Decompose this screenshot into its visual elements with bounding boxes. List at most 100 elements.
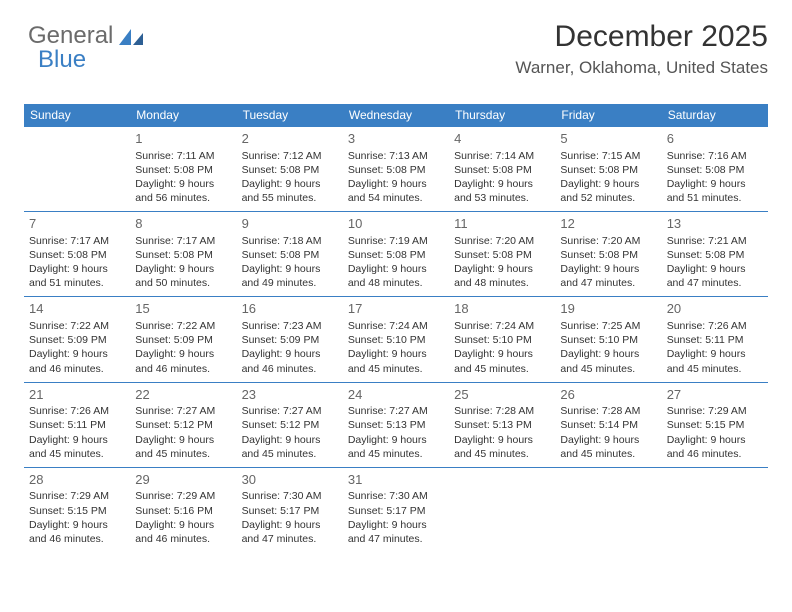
- daylight1-text: Daylight: 9 hours: [135, 177, 231, 191]
- day-cell: 15Sunrise: 7:22 AMSunset: 5:09 PMDayligh…: [130, 297, 236, 382]
- sunset-text: Sunset: 5:09 PM: [135, 333, 231, 347]
- sunrise-text: Sunrise: 7:14 AM: [454, 149, 550, 163]
- day-number: 28: [29, 471, 125, 489]
- daylight2-text: and 47 minutes.: [242, 532, 338, 546]
- week-row: 7Sunrise: 7:17 AM Sunset: 5:08 PM Daylight…: [24, 212, 768, 297]
- day-number: 7: [29, 215, 125, 233]
- day-number: 26: [560, 386, 656, 404]
- sunrise-text: Sunrise: 7:29 AM: [135, 489, 231, 503]
- day-cell: 20Sunrise: 7:26 AMSunset: 5:11 PMDayligh…: [662, 297, 768, 382]
- day-number: 6: [667, 130, 763, 148]
- daylight1-text: Daylight: 9 hours: [29, 262, 125, 276]
- sunset-text: Sunset: 5:08 PM: [454, 163, 550, 177]
- daylight2-text: and 46 minutes.: [135, 532, 231, 546]
- sunrise-text: Sunrise: 7:12 AM: [242, 149, 338, 163]
- day-number: 22: [135, 386, 231, 404]
- calendar-header-row: SundayMondayTuesdayWednesdayThursdayFrid…: [24, 104, 768, 127]
- sunrise-text: Sunrise: 7:30 AM: [348, 489, 444, 503]
- day-cell: 6Sunrise: 7:16 AMSunset: 5:08 PMDaylight…: [662, 127, 768, 212]
- sunrise-text: Sunrise: 7:11 AM: [135, 149, 231, 163]
- sunrise-text: Sunrise: 7:16 AM: [667, 149, 763, 163]
- daylight2-text: and 47 minutes.: [348, 532, 444, 546]
- day-cell: 4Sunrise: 7:14 AMSunset: 5:08 PMDaylight…: [449, 127, 555, 212]
- sunset-text: Sunset: 5:15 PM: [29, 504, 125, 518]
- day-number: 11: [454, 215, 550, 233]
- sunset-text: Sunset: 5:10 PM: [454, 333, 550, 347]
- week-row: 28 Sunrise: 7:29 AM Sunset: 5:15 PM Dayligh…: [24, 467, 768, 552]
- daylight1-text: Daylight: 9 hours: [135, 262, 231, 276]
- daylight2-text: and 52 minutes.: [560, 191, 656, 205]
- daylight1-text: Daylight: 9 hours: [135, 518, 231, 532]
- day-number: 31: [348, 471, 444, 489]
- week-row: 1Sunrise: 7:11 AMSunset: 5:08 PMDaylight…: [24, 127, 768, 212]
- sunrise-text: Sunrise: 7:21 AM: [667, 234, 763, 248]
- sunset-text: Sunset: 5:12 PM: [242, 418, 338, 432]
- sunrise-text: Sunrise: 7:17 AM: [29, 234, 125, 248]
- sunrise-text: Sunrise: 7:22 AM: [135, 319, 231, 333]
- sunset-text: Sunset: 5:08 PM: [348, 248, 444, 262]
- sunset-text: Sunset: 5:08 PM: [242, 163, 338, 177]
- daylight1-text: Daylight: 9 hours: [560, 347, 656, 361]
- daylight2-text: and 48 minutes.: [454, 276, 550, 290]
- day-cell: 2Sunrise: 7:12 AMSunset: 5:08 PMDaylight…: [237, 127, 343, 212]
- daylight1-text: Daylight: 9 hours: [135, 433, 231, 447]
- day-cell: [24, 127, 130, 212]
- sunrise-text: Sunrise: 7:22 AM: [29, 319, 125, 333]
- sunset-text: Sunset: 5:09 PM: [29, 333, 125, 347]
- sunrise-text: Sunrise: 7:27 AM: [135, 404, 231, 418]
- daylight1-text: Daylight: 9 hours: [667, 433, 763, 447]
- sunrise-text: Sunrise: 7:15 AM: [560, 149, 656, 163]
- sunrise-text: Sunrise: 7:27 AM: [348, 404, 444, 418]
- day-cell: [449, 467, 555, 552]
- day-number: 24: [348, 386, 444, 404]
- sunrise-text: Sunrise: 7:28 AM: [560, 404, 656, 418]
- day-number: 20: [667, 300, 763, 318]
- sunset-text: Sunset: 5:09 PM: [242, 333, 338, 347]
- sunrise-text: Sunrise: 7:30 AM: [242, 489, 338, 503]
- day-number: 25: [454, 386, 550, 404]
- daylight1-text: Daylight: 9 hours: [454, 347, 550, 361]
- column-header: Saturday: [662, 104, 768, 127]
- daylight1-text: Daylight: 9 hours: [348, 347, 444, 361]
- sunset-text: Sunset: 5:08 PM: [348, 163, 444, 177]
- daylight2-text: and 53 minutes.: [454, 191, 550, 205]
- day-number: 10: [348, 215, 444, 233]
- sunset-text: Sunset: 5:08 PM: [560, 163, 656, 177]
- week-row: 21Sunrise: 7:26 AMSunset: 5:11 PMDayligh…: [24, 382, 768, 467]
- daylight2-text: and 45 minutes.: [348, 447, 444, 461]
- column-header: Thursday: [449, 104, 555, 127]
- sunset-text: Sunset: 5:16 PM: [135, 504, 231, 518]
- day-cell: 30Sunrise: 7:30 AMSunset: 5:17 PMDayligh…: [237, 467, 343, 552]
- daylight2-text: and 45 minutes.: [667, 362, 763, 376]
- day-number: 2: [242, 130, 338, 148]
- daylight1-text: Daylight: 9 hours: [348, 433, 444, 447]
- daylight2-text: and 48 minutes.: [348, 276, 444, 290]
- sunrise-text: Sunrise: 7:26 AM: [29, 404, 125, 418]
- day-cell: 3Sunrise: 7:13 AMSunset: 5:08 PMDaylight…: [343, 127, 449, 212]
- week-row: 14Sunrise: 7:22 AMSunset: 5:09 PMDayligh…: [24, 297, 768, 382]
- sunset-text: Sunset: 5:08 PM: [242, 248, 338, 262]
- day-cell: 13Sunrise: 7:21 AMSunset: 5:08 PMDayligh…: [662, 212, 768, 297]
- day-cell: [662, 467, 768, 552]
- sunset-text: Sunset: 5:08 PM: [560, 248, 656, 262]
- day-cell: 22Sunrise: 7:27 AMSunset: 5:12 PMDayligh…: [130, 382, 236, 467]
- day-number: 27: [667, 386, 763, 404]
- daylight1-text: Daylight: 9 hours: [667, 262, 763, 276]
- day-number: 30: [242, 471, 338, 489]
- daylight2-text: and 50 minutes.: [135, 276, 231, 290]
- day-number: 5: [560, 130, 656, 148]
- day-cell: 1Sunrise: 7:11 AMSunset: 5:08 PMDaylight…: [130, 127, 236, 212]
- column-header: Wednesday: [343, 104, 449, 127]
- day-number: 29: [135, 471, 231, 489]
- daylight2-text: and 51 minutes.: [29, 276, 125, 290]
- header: December 2025 Warner, Oklahoma, United S…: [515, 20, 768, 78]
- day-cell: 16Sunrise: 7:23 AMSunset: 5:09 PMDayligh…: [237, 297, 343, 382]
- sunset-text: Sunset: 5:11 PM: [667, 333, 763, 347]
- daylight1-text: Daylight: 9 hours: [242, 347, 338, 361]
- day-number: 16: [242, 300, 338, 318]
- sunrise-text: Sunrise: 7:29 AM: [667, 404, 763, 418]
- daylight2-text: and 56 minutes.: [135, 191, 231, 205]
- daylight1-text: Daylight: 9 hours: [135, 347, 231, 361]
- day-cell: 19Sunrise: 7:25 AMSunset: 5:10 PMDayligh…: [555, 297, 661, 382]
- day-cell: 26Sunrise: 7:28 AMSunset: 5:14 PMDayligh…: [555, 382, 661, 467]
